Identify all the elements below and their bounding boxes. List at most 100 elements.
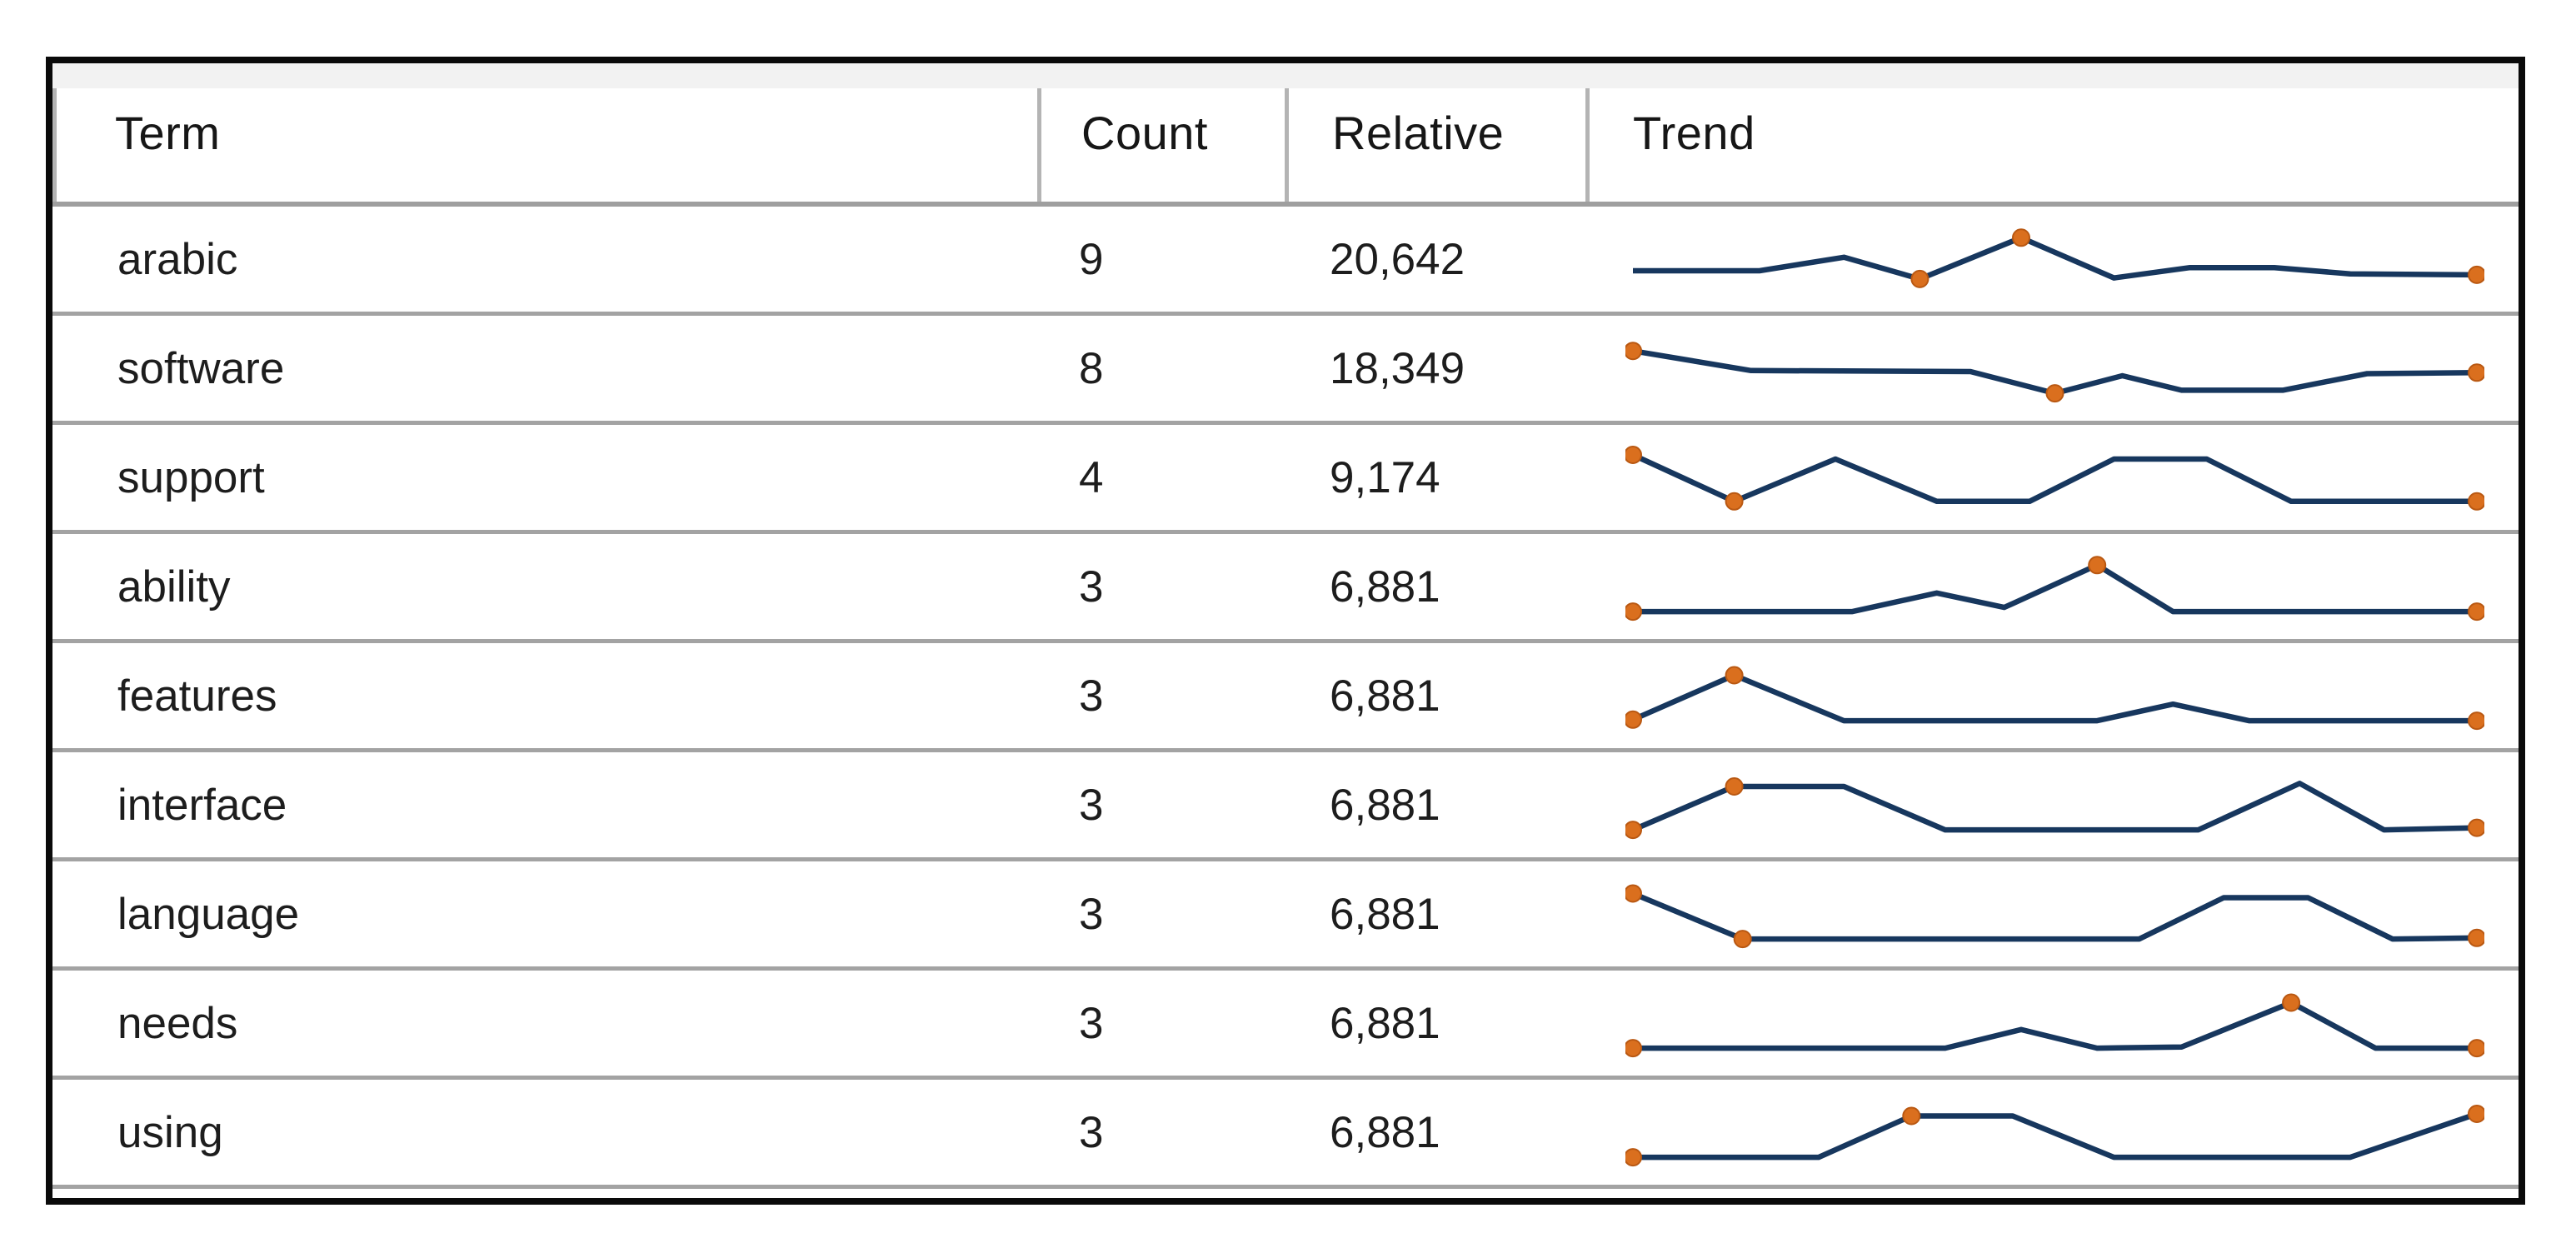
term-cell-text: support [117, 452, 265, 502]
relative-cell-text: 6,881 [1330, 671, 1440, 721]
count-cell-text: 3 [1079, 671, 1104, 721]
trend-line [1631, 891, 2478, 942]
trend-cell [1585, 534, 2519, 639]
column-header-term[interactable]: Term [52, 63, 1037, 202]
trend-marker-dot [2468, 1105, 2484, 1123]
relative-cell: 6,881 [1285, 861, 1585, 966]
trend-marker-dot [1902, 1106, 1921, 1126]
count-cell-text: 3 [1079, 1107, 1104, 1157]
count-cell: 3 [1037, 752, 1285, 857]
header-top-strip [52, 63, 2519, 88]
trend-marker-dot [2468, 265, 2484, 284]
relative-cell-text: 6,881 [1330, 998, 1440, 1048]
trend-line [1633, 1000, 2477, 1051]
term-cell-text: software [117, 343, 285, 393]
term-cell-text: needs [117, 998, 238, 1048]
trend-line [1632, 347, 2478, 397]
trend-marker-dot [2468, 928, 2484, 947]
count-cell: 4 [1037, 425, 1285, 530]
trend-cell [1585, 971, 2519, 1076]
table-row[interactable]: ability 3 6,881 [52, 534, 2519, 643]
relative-cell: 6,881 [1285, 534, 1585, 639]
term-cell: needs [52, 971, 1037, 1076]
trend-sparkline [1625, 342, 2484, 403]
trend-line [1631, 781, 2478, 833]
count-cell-text: 3 [1079, 889, 1104, 939]
term-cell-text: language [117, 889, 300, 939]
trend-marker-dot [2468, 492, 2484, 511]
trend-sparkline [1625, 666, 2484, 731]
table-row[interactable]: using 3 6,881 [52, 1080, 2519, 1189]
table-row[interactable]: features 3 6,881 [52, 643, 2519, 752]
trend-marker-dot [1625, 342, 1642, 361]
count-cell: 9 [1037, 207, 1285, 312]
trend-sparkline [1625, 993, 2484, 1058]
trend-marker-dot [2468, 1039, 2484, 1058]
count-cell: 3 [1037, 534, 1285, 639]
term-cell: support [52, 425, 1037, 530]
count-cell: 3 [1037, 1080, 1285, 1185]
term-cell: ability [52, 534, 1037, 639]
count-cell: 3 [1037, 971, 1285, 1076]
count-cell-text: 4 [1079, 452, 1104, 502]
table-header: Term Count Relative Trend [52, 63, 2519, 207]
count-cell: 8 [1037, 316, 1285, 421]
trend-marker-dot [1625, 884, 1642, 903]
trend-marker-dot [2468, 602, 2484, 622]
table-row[interactable]: needs 3 6,881 [52, 971, 2519, 1080]
trend-cell [1585, 861, 2519, 966]
relative-cell-text: 6,881 [1330, 562, 1440, 612]
count-cell: 3 [1037, 861, 1285, 966]
trend-marker-dot [2468, 711, 2484, 731]
column-header-relative[interactable]: Relative [1285, 63, 1585, 202]
count-cell-text: 3 [1079, 562, 1104, 612]
relative-cell: 6,881 [1285, 752, 1585, 857]
trend-cell [1585, 752, 2519, 857]
trend-marker-dot [2088, 556, 2107, 575]
term-cell: using [52, 1080, 1037, 1185]
term-cell-text: using [117, 1107, 223, 1157]
count-cell: 3 [1037, 643, 1285, 748]
column-header-term-label: Term [115, 106, 221, 159]
relative-cell: 6,881 [1285, 643, 1585, 748]
column-header-trend-label: Trend [1633, 106, 1755, 159]
column-header-trend[interactable]: Trend [1585, 63, 2519, 202]
table-body: arabic 9 20,642 software 8 18,349 support 4 9,17… [52, 207, 2519, 1189]
trend-marker-dot [2282, 993, 2301, 1012]
trend-marker-dot [1625, 710, 1642, 729]
table-row[interactable]: interface 3 6,881 [52, 752, 2519, 861]
term-cell-text: ability [117, 562, 231, 612]
column-header-relative-label: Relative [1332, 106, 1505, 159]
relative-cell-text: 6,881 [1330, 1107, 1440, 1157]
relative-cell-text: 9,174 [1330, 452, 1440, 502]
trend-marker-dot [1625, 446, 1642, 464]
table-row[interactable]: software 8 18,349 [52, 316, 2519, 425]
relative-cell-text: 20,642 [1330, 234, 1465, 284]
trend-marker-dot [1910, 269, 1930, 288]
relative-cell-text: 6,881 [1330, 780, 1440, 830]
column-header-count[interactable]: Count [1037, 63, 1285, 202]
trend-marker-dot [1625, 602, 1642, 622]
trend-sparkline [1625, 777, 2484, 840]
term-cell: features [52, 643, 1037, 748]
trend-sparkline [1625, 446, 2484, 511]
trend-sparkline [1625, 1105, 2484, 1167]
table-row[interactable]: support 4 9,174 [52, 425, 2519, 534]
trend-cell [1585, 425, 2519, 530]
relative-cell: 6,881 [1285, 1080, 1585, 1185]
term-cell: software [52, 316, 1037, 421]
trend-line [1633, 1111, 2479, 1161]
trend-line [1631, 452, 2477, 505]
relative-cell: 20,642 [1285, 207, 1585, 312]
relative-cell: 9,174 [1285, 425, 1585, 530]
term-cell: interface [52, 752, 1037, 857]
trend-marker-dot [1625, 1148, 1642, 1167]
trend-cell [1585, 207, 2519, 312]
trend-marker-dot [2468, 363, 2484, 382]
trend-line [1633, 235, 2478, 282]
relative-cell-text: 6,881 [1330, 889, 1440, 939]
table-row[interactable]: language 3 6,881 [52, 861, 2519, 971]
trend-marker-dot [2012, 228, 2030, 247]
terms-table: Term Count Relative Trend arabic 9 20,642 s… [46, 57, 2525, 1205]
table-row[interactable]: arabic 9 20,642 [52, 207, 2519, 316]
